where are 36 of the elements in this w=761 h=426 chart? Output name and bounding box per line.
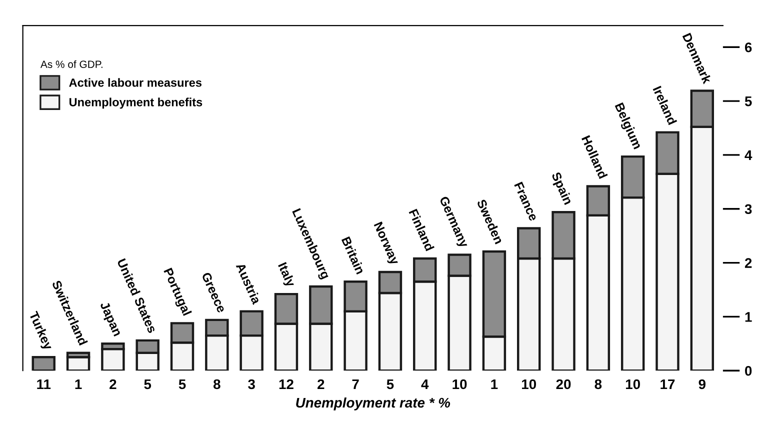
x-tick-label: 2: [110, 379, 116, 390]
x-tick-label: 10: [452, 379, 467, 390]
bar: [32, 356, 56, 371]
x-tick-label: 4: [421, 379, 429, 390]
y-tick-label: 6: [744, 42, 752, 52]
x-tick-label: 10: [522, 379, 536, 390]
y-tick-label: 0: [745, 366, 752, 376]
x-tick-label: 5: [178, 379, 186, 390]
x-tick-label: 5: [144, 379, 152, 390]
data-label: Spain: [549, 171, 574, 206]
y-tick-label: 4: [744, 150, 752, 160]
legend-label: Active labour measures: [69, 78, 202, 87]
data-label: Britain: [341, 236, 366, 275]
x-tick-label: 12: [279, 379, 294, 390]
data-label: Italy: [276, 262, 296, 289]
x-tick-label: 8: [214, 379, 220, 390]
x-tick-label: 17: [660, 379, 675, 390]
y-tick-label: 3: [744, 204, 752, 214]
legend-label: Unemployment benefits: [70, 98, 202, 109]
x-tick-label: 20: [556, 379, 571, 390]
legend-title: As % of GDP.: [40, 60, 102, 68]
x-tick-label: 11: [37, 379, 51, 390]
x-tick-label: 10: [626, 379, 640, 390]
x-tick-label: 2: [318, 379, 324, 390]
y-tick-label: 2: [744, 258, 752, 268]
x-tick-label: 1: [75, 379, 82, 390]
x-tick-label: 5: [386, 379, 394, 390]
data-label: Japan: [98, 300, 122, 338]
x-axis-title: Unemployment rate * %: [296, 397, 450, 410]
x-tick-label: 1: [491, 379, 498, 390]
x-tick-label: 3: [248, 379, 255, 390]
x-tick-label: 9: [698, 379, 706, 390]
x-tick-label: 7: [352, 379, 359, 390]
y-tick-label: 5: [744, 96, 752, 106]
y-tick-label: 1: [745, 312, 752, 322]
x-tick-label: 8: [594, 379, 602, 390]
